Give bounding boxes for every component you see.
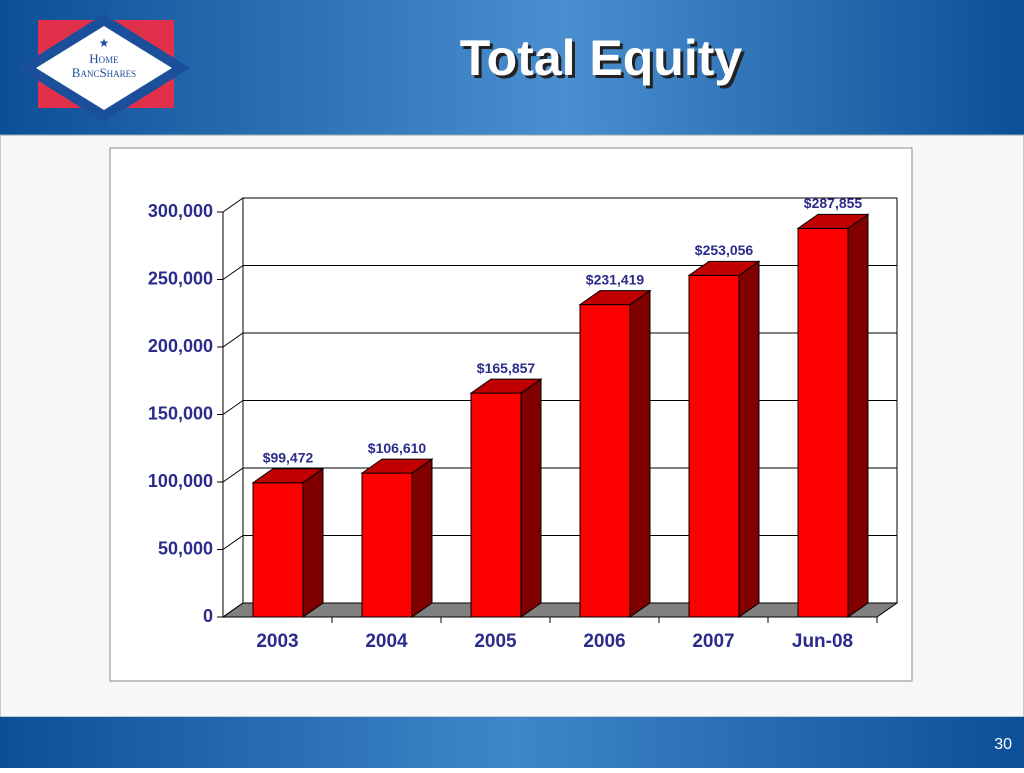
- bar: [252, 482, 304, 618]
- bar: [361, 472, 413, 618]
- bar: [797, 227, 849, 618]
- value-label: $253,056: [695, 242, 754, 258]
- value-label: $165,857: [477, 360, 536, 376]
- x-tick-label: 2007: [692, 631, 734, 652]
- footer-band: [0, 717, 1024, 768]
- bar-side: [629, 289, 651, 618]
- logo-inner: [36, 26, 172, 110]
- logo-text: BancShares: [72, 65, 136, 80]
- floor: [221, 602, 899, 618]
- bar-side: [411, 458, 433, 618]
- grid-line: [222, 535, 897, 550]
- grid-line: [222, 265, 897, 280]
- logo-text: Home: [89, 51, 119, 66]
- bar-top: [796, 213, 870, 229]
- title-shadow: Total Equity: [463, 33, 746, 89]
- bar-top: [360, 458, 434, 474]
- x-tick-label: Jun-08: [792, 631, 853, 652]
- grid-line: [222, 467, 897, 483]
- y-tick-label: 0: [203, 606, 213, 626]
- grid-line: [222, 602, 897, 618]
- bar: [688, 274, 740, 618]
- y-tick-label: 100,000: [148, 471, 213, 491]
- y-tick-label: 50,000: [158, 538, 213, 558]
- logo-star: ★: [99, 36, 110, 50]
- x-tick-label: 2003: [256, 631, 298, 652]
- x-tick-label: 2006: [583, 631, 625, 652]
- y-tick-label: 200,000: [148, 336, 213, 356]
- value-label: $106,610: [368, 440, 427, 456]
- y-tick-label: 300,000: [148, 201, 213, 221]
- page-number: 30: [994, 736, 1012, 753]
- y-tick-label: 250,000: [148, 268, 213, 288]
- x-tick-label: 2005: [474, 631, 517, 652]
- grid-line: [222, 197, 897, 213]
- logo: ★ Home BancShares: [18, 14, 190, 122]
- title: Total Equity: [460, 30, 743, 86]
- bar-side: [302, 467, 324, 618]
- bar-side: [520, 378, 542, 618]
- bar-top: [251, 468, 325, 484]
- grid-line: [222, 332, 897, 348]
- grid-line: [222, 400, 897, 415]
- bar-side: [738, 260, 760, 618]
- value-label: $287,855: [804, 195, 863, 211]
- bar-side: [847, 213, 869, 618]
- bar: [579, 304, 631, 618]
- bar: [470, 392, 522, 618]
- value-label: $231,419: [586, 271, 645, 287]
- bar-top: [578, 290, 652, 306]
- x-tick-label: 2004: [365, 631, 408, 652]
- bar-top: [687, 260, 761, 276]
- bar-top: [469, 378, 543, 394]
- y-tick-label: 150,000: [148, 403, 213, 423]
- value-label: $99,472: [263, 449, 314, 465]
